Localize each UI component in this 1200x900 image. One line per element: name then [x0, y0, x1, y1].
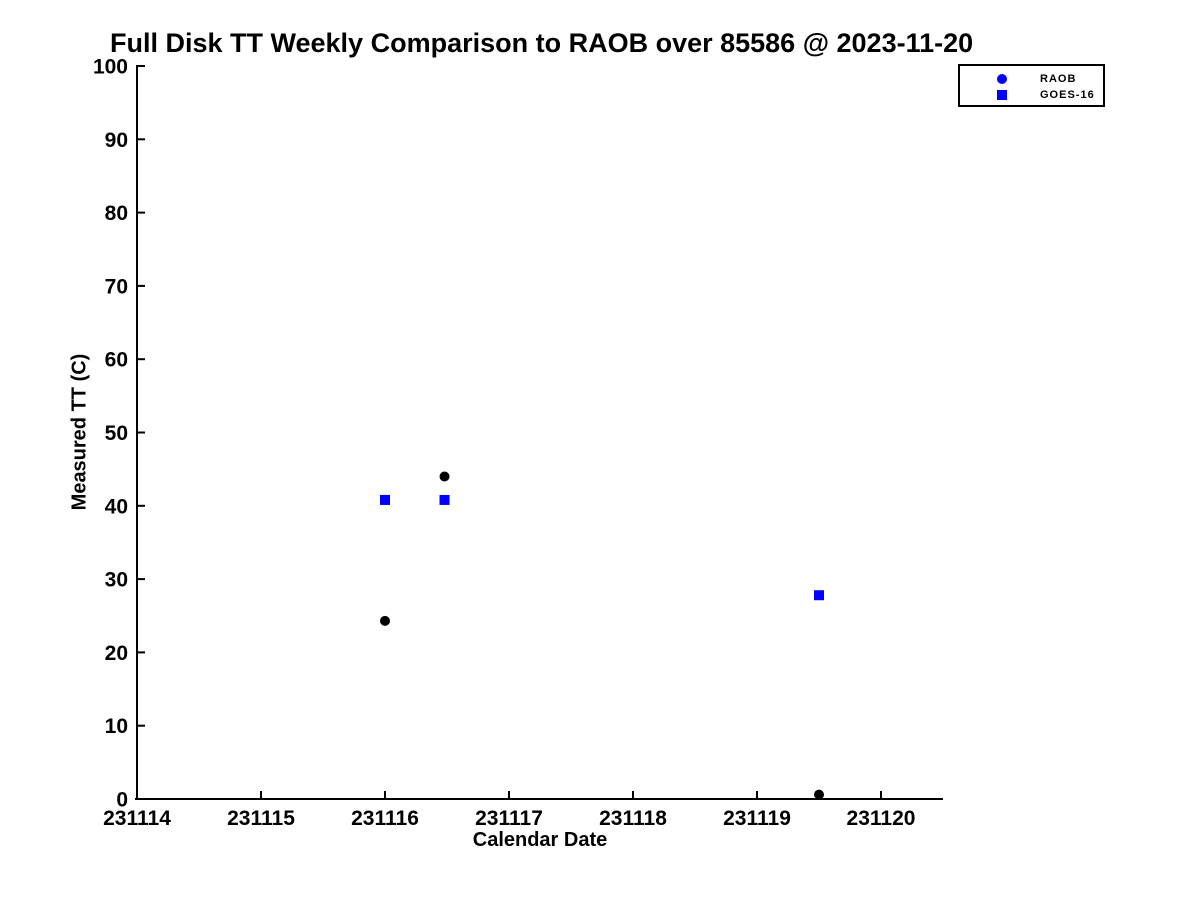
y-axis-label: Measured TT (C)	[68, 353, 91, 511]
legend-item-raob: RAOB	[960, 71, 1103, 86]
legend-label-raob: RAOB	[1040, 72, 1077, 85]
y-tick-label: 50	[105, 422, 128, 445]
y-tick-label: 70	[105, 275, 128, 298]
goes-16-square-marker-icon	[997, 89, 1007, 100]
x-tick-label: 231118	[599, 807, 667, 830]
x-tick-label: 231116	[351, 807, 419, 830]
y-tick-label: 20	[105, 642, 128, 665]
x-tick-label: 231115	[227, 807, 295, 830]
y-tick-label: 100	[93, 56, 128, 79]
y-tick-label: 30	[105, 569, 128, 592]
y-tick-label: 80	[105, 202, 128, 225]
data-point-goes-16	[814, 590, 824, 601]
legend-item-goes-16: GOES-16	[960, 87, 1103, 102]
data-point-raob	[380, 615, 390, 626]
x-tick-label: 231114	[103, 807, 171, 830]
data-point-goes-16	[380, 494, 390, 505]
data-point-raob	[439, 471, 450, 482]
legend-label-goes-16: GOES-16	[1040, 88, 1095, 101]
y-tick-label: 10	[105, 715, 128, 738]
y-tick-label: 0	[116, 789, 128, 812]
y-tick-label: 60	[105, 349, 128, 372]
x-axis-label: Calendar Date	[472, 829, 608, 851]
raob-circle-marker-icon	[997, 73, 1007, 84]
data-point-goes-16	[439, 494, 450, 505]
x-tick-label: 231119	[723, 807, 791, 830]
y-tick-label: 40	[105, 495, 128, 518]
data-point-raob	[814, 789, 824, 800]
chart-title: Full Disk TT Weekly Comparison to RAOB o…	[110, 28, 974, 58]
x-tick-label: 231120	[847, 807, 916, 830]
legend-box: RAOB GOES-16	[958, 64, 1105, 107]
y-tick-label: 90	[105, 129, 128, 152]
x-tick-label: 231117	[475, 807, 543, 830]
